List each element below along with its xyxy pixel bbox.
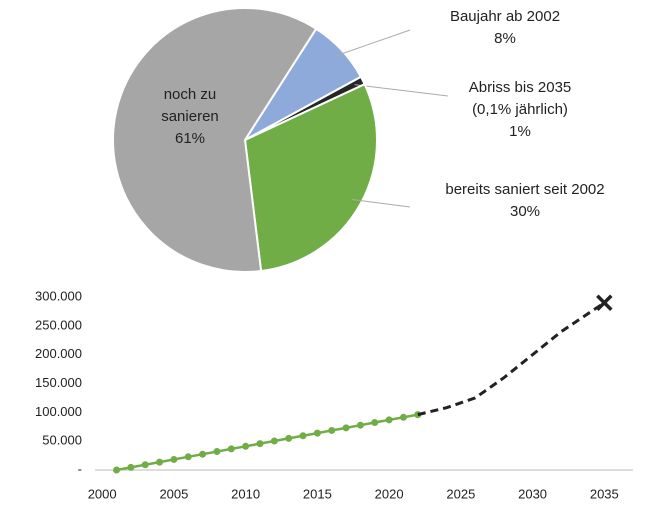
- slice-label: bereits saniert seit 2002: [445, 181, 604, 198]
- line-marker: [385, 416, 393, 424]
- line-marker: [299, 432, 307, 440]
- x-tick-label: 2020: [375, 486, 404, 501]
- x-tick-label: 2030: [518, 486, 547, 501]
- end-marker: [596, 294, 613, 312]
- slice-label: Baujahr ab 2002: [450, 8, 560, 25]
- line-marker: [199, 450, 207, 458]
- pie-slice: [243, 82, 378, 273]
- slice-label: noch zu: [164, 86, 217, 103]
- slice-label: (0,1% jährlich): [472, 101, 568, 118]
- line-marker: [170, 455, 178, 463]
- line-marker: [270, 437, 278, 445]
- x-tick-label: 2025: [446, 486, 475, 501]
- y-tick-label: 100.000: [35, 404, 82, 419]
- x-tick-label: 2005: [159, 486, 188, 501]
- x-tick-label: 2035: [590, 486, 619, 501]
- y-tick-label: 200.000: [35, 346, 82, 361]
- y-tick-label: 300.000: [35, 288, 82, 303]
- slice-value-label: 8%: [494, 30, 516, 47]
- y-tick-label: 150.000: [35, 375, 82, 390]
- line-marker: [127, 463, 135, 471]
- slice-label: Abriss bis 2035: [469, 79, 572, 96]
- line-marker: [371, 419, 379, 427]
- x-tick-label: 2015: [303, 486, 332, 501]
- x-tick-label: 2000: [88, 486, 117, 501]
- x-tick-label: 2010: [231, 486, 260, 501]
- slice-value-label: 1%: [509, 123, 531, 140]
- line-marker: [328, 426, 336, 434]
- line-marker: [399, 413, 407, 421]
- slice-label: sanieren: [161, 108, 219, 125]
- line-marker: [285, 434, 293, 442]
- leader-line: [352, 199, 411, 208]
- y-tick-label: 50.000: [42, 433, 82, 448]
- line-marker: [141, 461, 149, 469]
- y-tick-label: -: [78, 461, 82, 476]
- leader-line: [334, 29, 411, 57]
- line-marker: [313, 429, 321, 437]
- line-marker: [227, 445, 235, 453]
- y-tick-label: 250.000: [35, 317, 82, 332]
- line-marker: [356, 421, 364, 429]
- line-series: [116, 413, 419, 472]
- line-marker: [213, 448, 221, 456]
- pie-slice: [112, 7, 318, 273]
- line-marker: [113, 466, 121, 474]
- line-series: [417, 301, 606, 417]
- line-marker: [184, 453, 192, 461]
- slice-value-label: 30%: [510, 203, 540, 220]
- line-marker: [156, 458, 164, 466]
- line-marker: [242, 442, 250, 450]
- leader-line: [354, 84, 449, 97]
- line-marker: [256, 440, 264, 448]
- line-marker: [342, 424, 350, 432]
- slice-value-label: 61%: [175, 130, 205, 147]
